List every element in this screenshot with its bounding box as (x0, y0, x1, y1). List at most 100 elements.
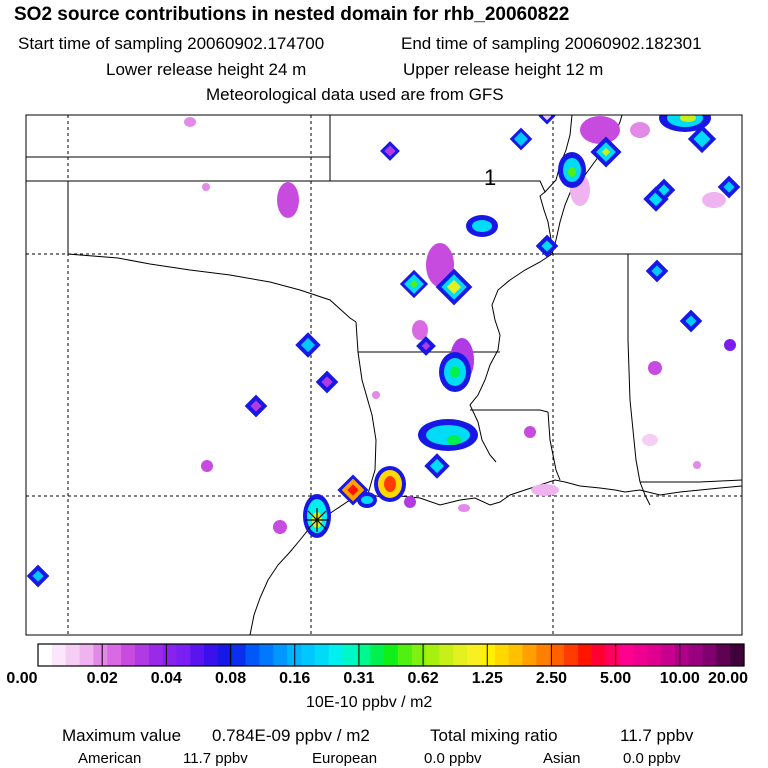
legend-swatch (121, 644, 136, 666)
page-title: SO2 source contributions in nested domai… (14, 4, 570, 25)
upper-release-height: Upper release height 12 m (403, 60, 604, 79)
legend-swatch (522, 644, 537, 666)
plume-cell (357, 492, 377, 508)
legend-units: 10E-10 ppbv / m2 (306, 694, 433, 711)
map-frame (25, 114, 743, 636)
legend-swatch (190, 644, 205, 666)
end-time-label: End time of sampling 20060902.182301 (401, 34, 702, 53)
legend-swatch (245, 644, 261, 666)
legend-swatch (536, 644, 551, 666)
plume-cell (374, 466, 406, 502)
legend-swatch (328, 644, 344, 666)
legend-swatch (134, 644, 150, 666)
legend-swatch (107, 644, 122, 666)
legend-tick-label: 10.00 (659, 670, 700, 687)
legend-swatch (384, 644, 399, 666)
legend-swatch (397, 644, 413, 666)
legend-swatch (591, 644, 607, 666)
start-time-label: Start time of sampling 20060902.174700 (18, 34, 325, 53)
legend-swatch (176, 644, 191, 666)
legend-swatch (660, 644, 676, 666)
legend-swatch (314, 644, 330, 666)
plume-cell (435, 268, 473, 306)
plume-cell (416, 336, 436, 356)
american-value: 11.7 ppbv (183, 750, 248, 767)
legend-frame (37, 643, 745, 667)
legend-tick-label: 5.00 (600, 670, 632, 687)
legend-swatch (702, 644, 717, 666)
legend-swatch (217, 644, 233, 666)
plume-cell (679, 309, 703, 333)
plume-cell (531, 484, 559, 496)
legend-swatch (342, 644, 357, 666)
legend-tick-label: 0.62 (407, 670, 439, 687)
legend-swatch (716, 644, 731, 666)
gridlines (26, 115, 742, 635)
plume-cell (424, 453, 450, 479)
plume-cell (538, 115, 556, 125)
legend-swatch (93, 644, 108, 666)
plume-cell (702, 192, 726, 208)
plume-cell (273, 520, 287, 534)
plume-cell (580, 116, 620, 144)
legend-swatch (688, 644, 704, 666)
legend-tick-label: 0.02 (86, 670, 118, 687)
legend-swatch (605, 644, 621, 666)
plume-cell (277, 182, 299, 218)
legend-swatch (79, 644, 94, 666)
met-data-label: Meteorological data used are from GFS (206, 85, 504, 104)
plume-cell (524, 426, 536, 438)
legend-swatch (148, 644, 164, 666)
total-mixing-value: 11.7 ppbv (620, 726, 694, 745)
american-label: American (78, 750, 142, 767)
plume-cell (645, 259, 669, 283)
legend-tick-label: 0.08 (214, 670, 247, 687)
plume-cell (380, 141, 400, 161)
legend-swatch (453, 644, 468, 666)
legend-tick-label: 2.50 (535, 670, 568, 687)
legend-swatch (730, 644, 745, 666)
legend-tick-label: 1.25 (471, 670, 503, 687)
legend-swatch (65, 644, 81, 666)
legend-swatch (508, 644, 524, 666)
plume-cell (648, 361, 662, 375)
asian-label: Asian (543, 750, 581, 767)
legend-swatch (301, 644, 316, 666)
color-legend-bar (38, 644, 745, 666)
legend-tick-label: 20.00 (707, 670, 749, 687)
legend-swatch (273, 644, 288, 666)
total-mixing-label: Total mixing ratio (430, 726, 558, 745)
state-boundaries (26, 115, 742, 635)
plume-cell (404, 496, 416, 508)
plume-cell (693, 461, 701, 469)
legend-swatch (411, 644, 427, 666)
plume-cell (412, 320, 428, 340)
legend-swatch (619, 644, 634, 666)
legend-swatch (564, 644, 579, 666)
asian-value: 0.0 ppbv (623, 750, 681, 767)
legend-swatch (480, 644, 496, 666)
plume-cell (201, 460, 213, 472)
plume-cell (630, 122, 650, 138)
plume-cell (458, 504, 470, 512)
legend-swatch (204, 644, 219, 666)
legend-swatch (259, 644, 274, 666)
max-value-label: Maximum value (62, 726, 182, 745)
legend-swatch (633, 644, 648, 666)
legend-swatch (356, 644, 371, 666)
legend-swatch (162, 644, 178, 666)
legend-tick-label: 0.31 (343, 670, 375, 687)
legend-swatch (51, 644, 67, 666)
plume-cell (315, 370, 339, 394)
legend-swatch (577, 644, 593, 666)
legend-swatch (494, 644, 510, 666)
plume-cell (184, 117, 196, 127)
plume-cell (466, 215, 498, 237)
legend-tick-label: 0.04 (150, 670, 182, 687)
plume-cell (372, 391, 380, 399)
legend-swatch (370, 644, 385, 666)
max-value: 0.784E-09 ppbv / m2 (212, 726, 370, 745)
legend-swatch (425, 644, 441, 666)
plume-cell (295, 332, 321, 358)
